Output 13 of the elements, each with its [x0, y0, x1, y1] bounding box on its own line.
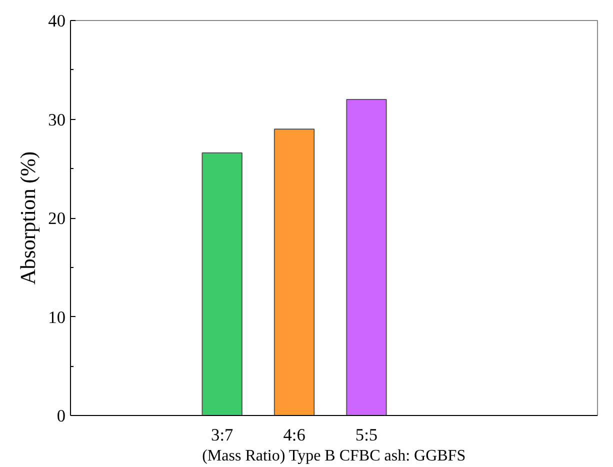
y-tick-label: 30 — [48, 110, 66, 130]
y-tick-label: 20 — [48, 209, 66, 228]
x-tick-label: 5:5 — [355, 426, 378, 444]
x-tick-label: 3:7 — [211, 426, 234, 444]
y-tick-label: 10 — [48, 308, 66, 327]
y-axis-title: Absorption (%) — [16, 151, 40, 285]
bar — [202, 152, 242, 416]
bar — [346, 99, 387, 416]
x-axis-title: (Mass Ratio) Type B CFBC ash: GGBFS — [202, 448, 466, 464]
y-tick-label: 0 — [56, 406, 66, 426]
bar — [274, 128, 315, 416]
x-tick-label: 4:6 — [283, 426, 306, 444]
y-tick-label: 40 — [48, 12, 66, 30]
